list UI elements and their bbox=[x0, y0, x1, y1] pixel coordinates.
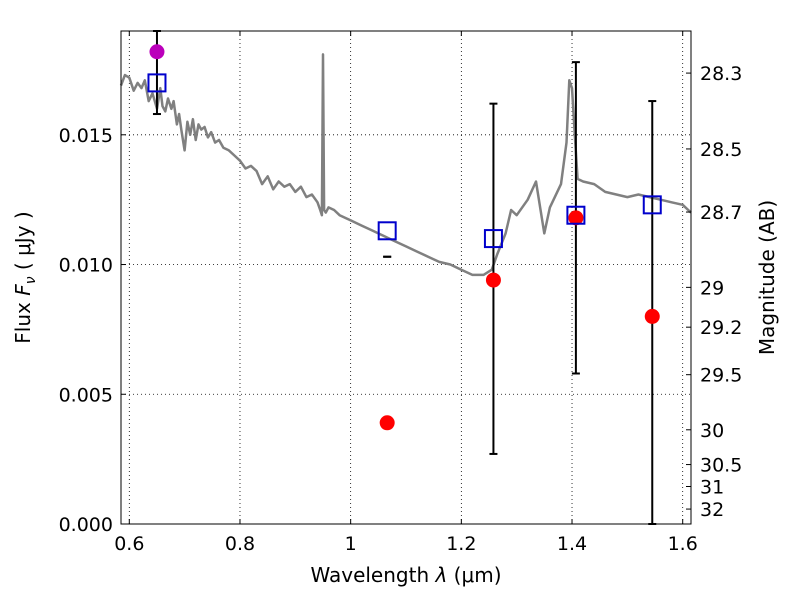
data-markers bbox=[147, 44, 662, 431]
magnitude-tick-label: 28.3 bbox=[700, 63, 742, 85]
magnitude-tick-label: 29 bbox=[700, 277, 724, 299]
magnitude-tick-label: 30 bbox=[700, 420, 724, 442]
x-axis-label: Wavelength λ (μm) bbox=[310, 563, 501, 587]
magnitude-tick-label: 29.5 bbox=[700, 365, 742, 387]
magnitude-tick-label: 31 bbox=[700, 476, 724, 498]
y-axis-label-subscript: ν bbox=[23, 276, 39, 284]
x-tick-label: 1 bbox=[345, 533, 357, 555]
plot-frame bbox=[120, 30, 692, 525]
y-axis-label-unit: ( μJy ) bbox=[11, 211, 35, 276]
magnitude-tick-label: 32 bbox=[700, 499, 724, 521]
observed-flux-point bbox=[379, 415, 395, 431]
x-tick-label: 0.6 bbox=[114, 533, 144, 555]
observed-flux-point bbox=[568, 210, 584, 226]
observed-flux-point bbox=[485, 272, 501, 288]
x-axis-label-prefix: Wavelength bbox=[310, 563, 435, 587]
y-tick-label: 0.005 bbox=[59, 384, 113, 406]
model-band-square bbox=[483, 229, 503, 249]
x-tick-label: 0.8 bbox=[225, 533, 255, 555]
x-axis-label-symbol: λ bbox=[434, 563, 447, 587]
magnitude-axis-label: Magnitude (AB) bbox=[755, 200, 779, 355]
model-spectrum-layer bbox=[119, 53, 692, 277]
x-tick-label: 1.4 bbox=[557, 533, 587, 555]
magnitude-tick-label: 30.5 bbox=[700, 455, 742, 477]
y-tick-label: 0.000 bbox=[59, 514, 113, 536]
optical-flux-point bbox=[149, 44, 165, 60]
model-band-square bbox=[147, 73, 167, 93]
model-band-square bbox=[377, 221, 397, 241]
x-tick-label: 1.2 bbox=[446, 533, 476, 555]
axis-ticks: 0.6 0.8 1 1.2 1.4 1.6 0.000 0.005 0.010 0.015 28.3… bbox=[59, 31, 742, 555]
y-axis-label-symbol: F bbox=[11, 284, 35, 296]
grid bbox=[121, 31, 691, 524]
y-axis-label-prefix: Flux bbox=[11, 296, 35, 344]
x-axis-label-unit: (μm) bbox=[447, 563, 501, 587]
model-band-square bbox=[642, 195, 662, 215]
y-axis-label: Flux Fν ( μJy ) bbox=[11, 211, 39, 343]
observed-flux-point bbox=[644, 308, 660, 324]
model-spectrum-line bbox=[119, 53, 692, 277]
model-band-square bbox=[566, 205, 586, 225]
y-tick-label: 0.010 bbox=[59, 255, 113, 277]
x-tick-label: 1.6 bbox=[668, 533, 698, 555]
y-tick-label: 0.015 bbox=[59, 125, 113, 147]
magnitude-tick-label: 28.5 bbox=[700, 139, 742, 161]
magnitude-tick-label: 28.7 bbox=[700, 202, 742, 224]
magnitude-tick-label: 29.2 bbox=[700, 317, 742, 339]
